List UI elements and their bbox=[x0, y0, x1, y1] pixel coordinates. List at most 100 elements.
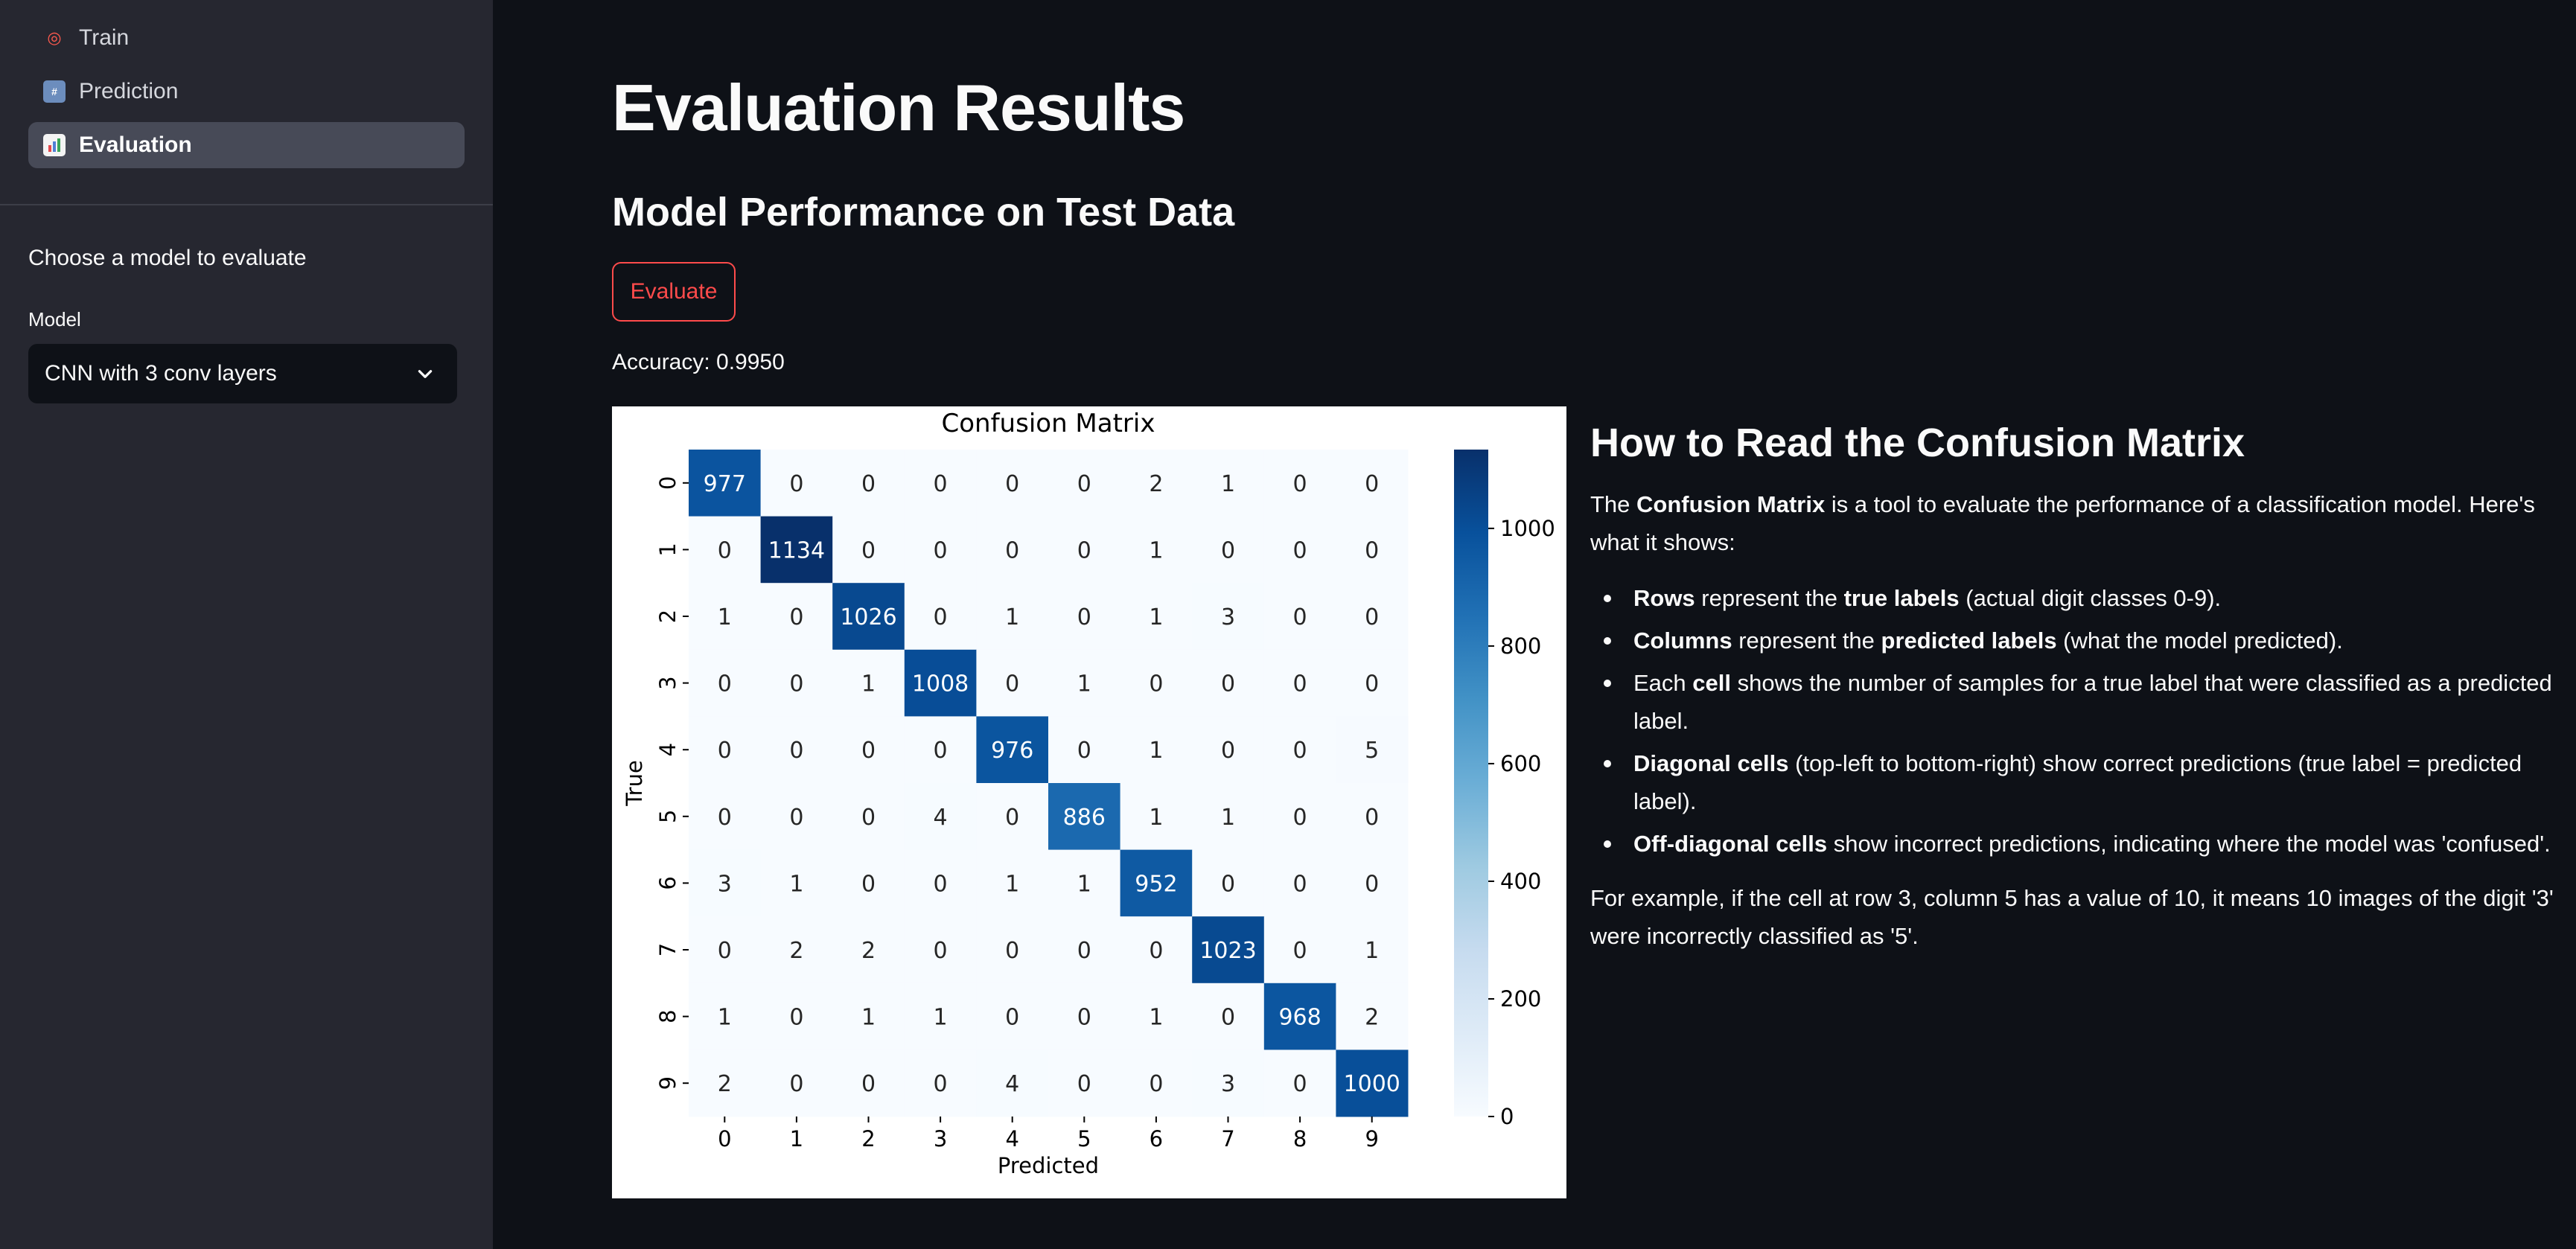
cell-label: 0 bbox=[1149, 1071, 1163, 1097]
cell-label: 3 bbox=[718, 871, 732, 897]
heatmap-cell bbox=[1120, 849, 1193, 917]
heatmap-cell bbox=[832, 983, 905, 1050]
section-subtitle: Model Performance on Test Data bbox=[612, 190, 1235, 234]
cell-label: 1 bbox=[1221, 805, 1235, 831]
cell-label: 4 bbox=[1005, 1071, 1019, 1097]
cell-label: 0 bbox=[934, 938, 948, 964]
cell-label: 0 bbox=[861, 871, 876, 897]
cell-label: 0 bbox=[1293, 938, 1307, 964]
cell-label: 0 bbox=[934, 1071, 948, 1097]
list-item: Each cell shows the number of samples fo… bbox=[1590, 664, 2558, 740]
cell-label: 886 bbox=[1063, 805, 1106, 831]
cell-label: 1 bbox=[1149, 805, 1163, 831]
heatmap-cell bbox=[976, 716, 1049, 784]
cell-label: 0 bbox=[789, 471, 803, 497]
nav-item-prediction[interactable]: # Prediction bbox=[28, 68, 465, 115]
list-item: Columns represent the predicted labels (… bbox=[1590, 622, 2558, 659]
heatmap-cell bbox=[1120, 450, 1193, 517]
cell-label: 0 bbox=[1077, 604, 1091, 630]
heatmap-cell bbox=[760, 716, 833, 784]
heatmap-cell bbox=[832, 450, 905, 517]
heatmap-cell bbox=[760, 916, 833, 984]
cell-label: 0 bbox=[1293, 671, 1307, 697]
model-field-label: Model bbox=[28, 308, 81, 330]
cell-label: 0 bbox=[1005, 537, 1019, 563]
heatmap-cell bbox=[904, 450, 977, 517]
cell-label: 1000 bbox=[1344, 1071, 1400, 1097]
cell-label: 0 bbox=[1221, 1005, 1235, 1031]
x-tick-label: 6 bbox=[1150, 1126, 1163, 1151]
x-tick-label: 7 bbox=[1221, 1126, 1234, 1151]
cell-label: 0 bbox=[718, 805, 732, 831]
bar-chart-icon bbox=[43, 134, 66, 156]
heatmap-cell bbox=[1336, 649, 1409, 717]
page-title: Evaluation Results bbox=[612, 71, 1185, 144]
heatmap-cell bbox=[1263, 916, 1336, 984]
cell-label: 977 bbox=[704, 471, 746, 497]
confusion-matrix-chart: Confusion Matrix 977 0 0 0 0 0 2 1 0 0 0 1134 0 0 0 0 1 0 0… bbox=[612, 406, 1566, 1198]
heatmap-cell bbox=[1336, 983, 1409, 1050]
cell-label: 0 bbox=[1293, 805, 1307, 831]
cell-label: 952 bbox=[1135, 871, 1177, 897]
cell-label: 0 bbox=[1005, 1005, 1019, 1031]
heatmap-cell bbox=[1192, 716, 1265, 784]
heatmap-cell bbox=[1048, 916, 1121, 984]
cell-label: 1 bbox=[1149, 1005, 1163, 1031]
y-tick-label: 4 bbox=[655, 743, 680, 756]
heatmap-cell bbox=[904, 583, 977, 651]
heatmap-cell bbox=[976, 916, 1049, 984]
x-tick-label: 1 bbox=[790, 1126, 803, 1151]
heatmap-cell bbox=[1048, 716, 1121, 784]
heatmap-cell bbox=[1192, 583, 1265, 651]
cell-label: 1008 bbox=[912, 671, 969, 697]
colorbar bbox=[1454, 450, 1488, 1117]
cell-label: 4 bbox=[934, 805, 948, 831]
cell-label: 0 bbox=[1077, 1005, 1091, 1031]
cell-label: 1 bbox=[1077, 671, 1091, 697]
heatmap-cell bbox=[832, 716, 905, 784]
cell-label: 3 bbox=[1221, 1071, 1235, 1097]
cell-label: 0 bbox=[718, 938, 732, 964]
nav-item-evaluation[interactable]: Evaluation bbox=[28, 122, 465, 168]
list-item: Rows represent the true labels (actual d… bbox=[1590, 579, 2558, 617]
y-tick-label: 7 bbox=[655, 943, 680, 956]
sidebar-nav: ◎ Train # Prediction Evaluation bbox=[0, 0, 493, 168]
heatmap-cell bbox=[1263, 450, 1336, 517]
heatmap-cell bbox=[689, 649, 762, 717]
nav-item-train[interactable]: ◎ Train bbox=[28, 15, 465, 61]
cell-label: 0 bbox=[934, 537, 948, 563]
cell-label: 2 bbox=[718, 1071, 732, 1097]
cell-label: 1 bbox=[861, 1005, 876, 1031]
chart-title: Confusion Matrix bbox=[942, 409, 1155, 438]
cell-label: 0 bbox=[934, 738, 948, 764]
heatmap-cell bbox=[904, 516, 977, 584]
cell-label: 0 bbox=[861, 805, 876, 831]
colorbar-tick-label: 600 bbox=[1500, 751, 1541, 776]
cell-label: 1 bbox=[1221, 471, 1235, 497]
heatmap-cell bbox=[1192, 649, 1265, 717]
heatmap-cell bbox=[904, 983, 977, 1050]
colorbar-tick-label: 400 bbox=[1500, 869, 1541, 894]
x-tick-label: 4 bbox=[1005, 1126, 1018, 1151]
heatmap-cell bbox=[760, 583, 833, 651]
list-item: Off-diagonal cells show incorrect predic… bbox=[1590, 825, 2558, 863]
cell-label: 0 bbox=[934, 471, 948, 497]
heatmap-cell bbox=[1192, 849, 1265, 917]
evaluate-button[interactable]: Evaluate bbox=[612, 262, 736, 322]
heatmap-cell bbox=[976, 783, 1049, 851]
cell-label: 968 bbox=[1278, 1005, 1321, 1031]
cell-label: 0 bbox=[1077, 938, 1091, 964]
heatmap-cell bbox=[689, 716, 762, 784]
cell-label: 2 bbox=[1149, 471, 1163, 497]
model-select[interactable]: CNN with 3 conv layers bbox=[28, 344, 457, 403]
heatmap-cell bbox=[760, 849, 833, 917]
heatmap-cell bbox=[1048, 649, 1121, 717]
cell-label: 0 bbox=[861, 537, 876, 563]
heatmap-cell bbox=[832, 649, 905, 717]
heatmap-cell bbox=[1336, 1050, 1409, 1117]
cell-label: 0 bbox=[1149, 938, 1163, 964]
y-tick-label: 3 bbox=[655, 676, 680, 689]
cell-label: 5 bbox=[1365, 738, 1379, 764]
sidebar-divider bbox=[0, 204, 493, 205]
